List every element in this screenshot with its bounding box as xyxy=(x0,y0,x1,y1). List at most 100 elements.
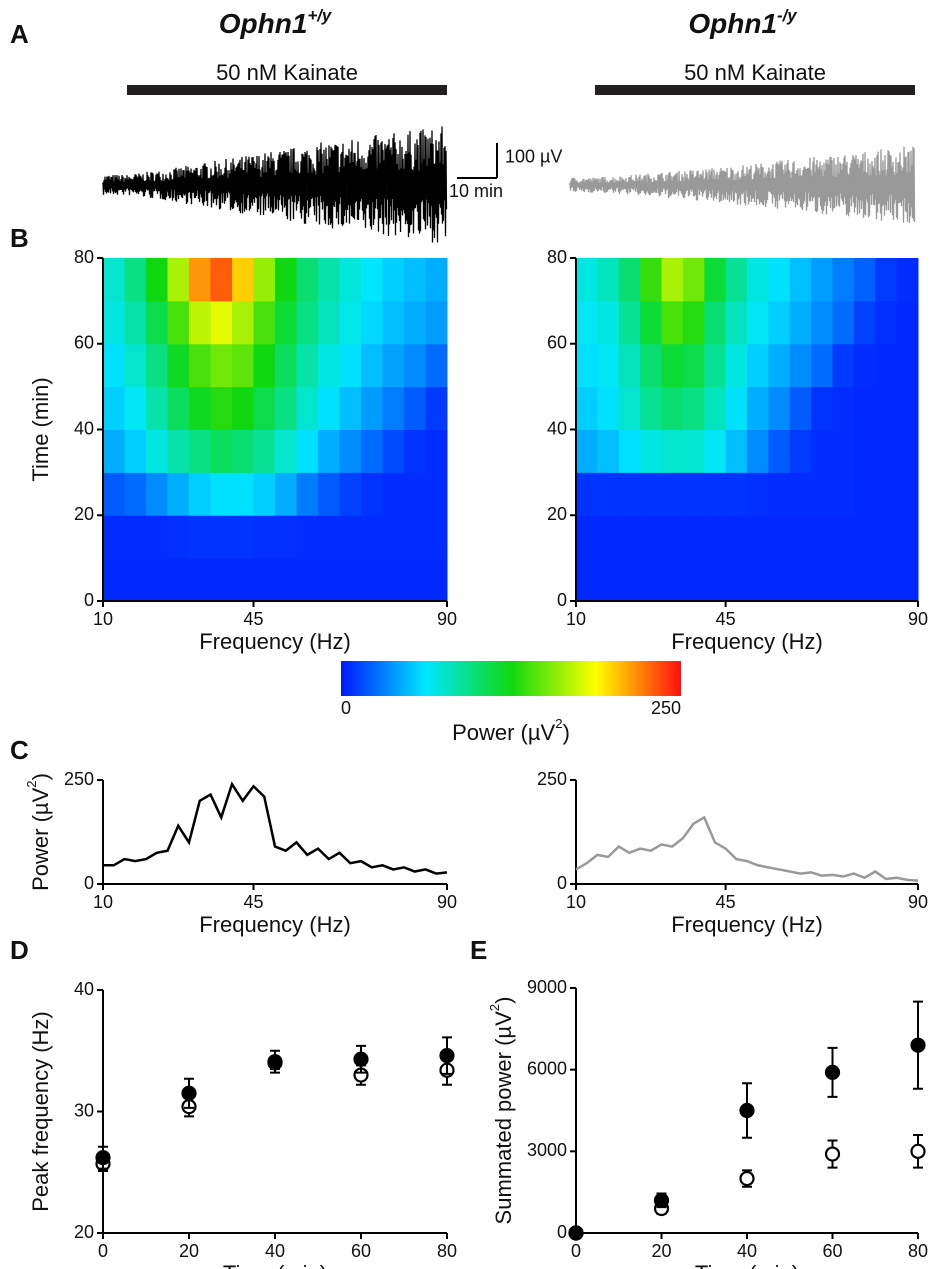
heatmap-cell xyxy=(853,258,876,302)
heatmap-cell xyxy=(253,386,276,430)
heatmap-cell xyxy=(275,472,297,516)
heatmap-cell xyxy=(682,429,705,473)
heatmap-cell xyxy=(576,300,598,345)
heatmap-cell xyxy=(339,343,362,388)
heatmap-cell xyxy=(210,386,233,430)
heatmap-cell xyxy=(382,386,405,430)
heatmap-cell xyxy=(725,343,748,388)
heatmap-cell xyxy=(661,515,684,559)
heatmap-cell xyxy=(682,343,705,388)
trace xyxy=(426,126,448,243)
heatmap-cell xyxy=(189,429,211,473)
heatmap-cell xyxy=(253,558,276,602)
heatmap-cell xyxy=(339,258,362,302)
heatmap-cell xyxy=(853,343,876,388)
colorbar-label-text: Power (µV xyxy=(452,720,555,745)
heatmap-cell xyxy=(661,472,684,516)
heatmap-cell xyxy=(618,300,641,345)
heatmap-cell xyxy=(811,515,833,559)
heatmap-cell xyxy=(789,300,812,345)
heatmap-cell xyxy=(253,515,276,559)
trace xyxy=(146,166,188,204)
heatmap-cell xyxy=(768,472,791,516)
y-axis-label-text: ) xyxy=(28,773,53,780)
x-axis-label: Frequency (Hz) xyxy=(671,912,823,937)
heatmap-cell xyxy=(875,386,898,430)
heatmap-cell xyxy=(189,515,211,559)
heatmap-cell xyxy=(339,429,362,473)
colorbar xyxy=(341,661,681,696)
heatmap-cell xyxy=(167,300,190,345)
heatmap-cell xyxy=(124,472,147,516)
heatmap-cell xyxy=(597,386,620,430)
heatmap-cell xyxy=(124,515,147,559)
heatmap-cell xyxy=(875,300,898,345)
heatmap-cell xyxy=(747,258,769,302)
heatmap-cell xyxy=(253,343,276,388)
heatmap-cell xyxy=(275,429,297,473)
heatmap-cell xyxy=(167,472,190,516)
trace xyxy=(226,153,268,216)
heatmap-cell xyxy=(382,429,405,473)
heatmap-cell xyxy=(146,558,168,602)
data-point xyxy=(910,1143,926,1159)
heatmap-cell xyxy=(361,300,383,345)
x-axis-label: Time (min) xyxy=(695,1261,799,1269)
heatmap-cell xyxy=(103,515,125,559)
data-point xyxy=(181,1085,197,1101)
heatmap-cell xyxy=(210,429,233,473)
trace xyxy=(734,163,776,207)
y-tick-label: 20 xyxy=(74,1222,94,1242)
heatmap-cell xyxy=(747,386,769,430)
heatmap-cell xyxy=(618,386,641,430)
heatmap-cell xyxy=(404,472,426,516)
heatmap-cell xyxy=(640,258,662,302)
heatmap-cell xyxy=(124,343,147,388)
heatmap-cell xyxy=(682,472,705,516)
data-point xyxy=(95,1150,111,1166)
trace xyxy=(186,159,228,210)
heatmap-cell xyxy=(275,515,297,559)
data-point xyxy=(439,1048,455,1064)
heatmap-cell xyxy=(361,258,383,302)
heatmap-cell xyxy=(576,258,598,302)
data-point xyxy=(653,1192,670,1208)
heatmap-cell xyxy=(296,472,319,516)
x-tick-label: 45 xyxy=(243,609,263,629)
heatmap-cell xyxy=(232,472,254,516)
heatmap-cell xyxy=(896,515,919,559)
heatmap-cell xyxy=(597,472,620,516)
heatmap-cell xyxy=(768,386,791,430)
heatmap-cell xyxy=(146,515,168,559)
heatmap-cell xyxy=(296,515,319,559)
heatmap-cell xyxy=(811,558,833,602)
y-axis-label-text: ) xyxy=(491,997,516,1004)
chart-title-text: Ophn1 xyxy=(688,8,777,39)
y-tick-label: 20 xyxy=(547,504,567,524)
heatmap-cell xyxy=(318,472,340,516)
trace xyxy=(266,148,308,224)
heatmap-cell xyxy=(618,258,641,302)
heatmap-cell xyxy=(103,343,125,388)
heatmap-cell xyxy=(661,429,684,473)
heatmap-cell xyxy=(704,258,727,302)
chart-title: Ophn1-/y xyxy=(688,6,798,39)
heatmap-cell xyxy=(747,300,769,345)
heatmap-cell xyxy=(811,472,833,516)
y-tick-label: 80 xyxy=(547,247,567,267)
colorbar-tick-label: 0 xyxy=(341,698,351,718)
heatmap-cell xyxy=(725,558,748,602)
heatmap-cell xyxy=(167,386,190,430)
x-tick-label: 90 xyxy=(908,892,928,912)
heatmap-cell xyxy=(853,429,876,473)
heatmap-cell xyxy=(296,300,319,345)
heatmap-cell xyxy=(404,343,426,388)
heatmap-cell xyxy=(896,343,919,388)
heatmap-cell xyxy=(318,515,340,559)
trace xyxy=(569,177,616,193)
heatmap-cell xyxy=(704,515,727,559)
heatmap-cell xyxy=(232,343,254,388)
heatmap-cell xyxy=(253,258,276,302)
heatmap-cell xyxy=(747,429,769,473)
heatmap-cell xyxy=(661,343,684,388)
